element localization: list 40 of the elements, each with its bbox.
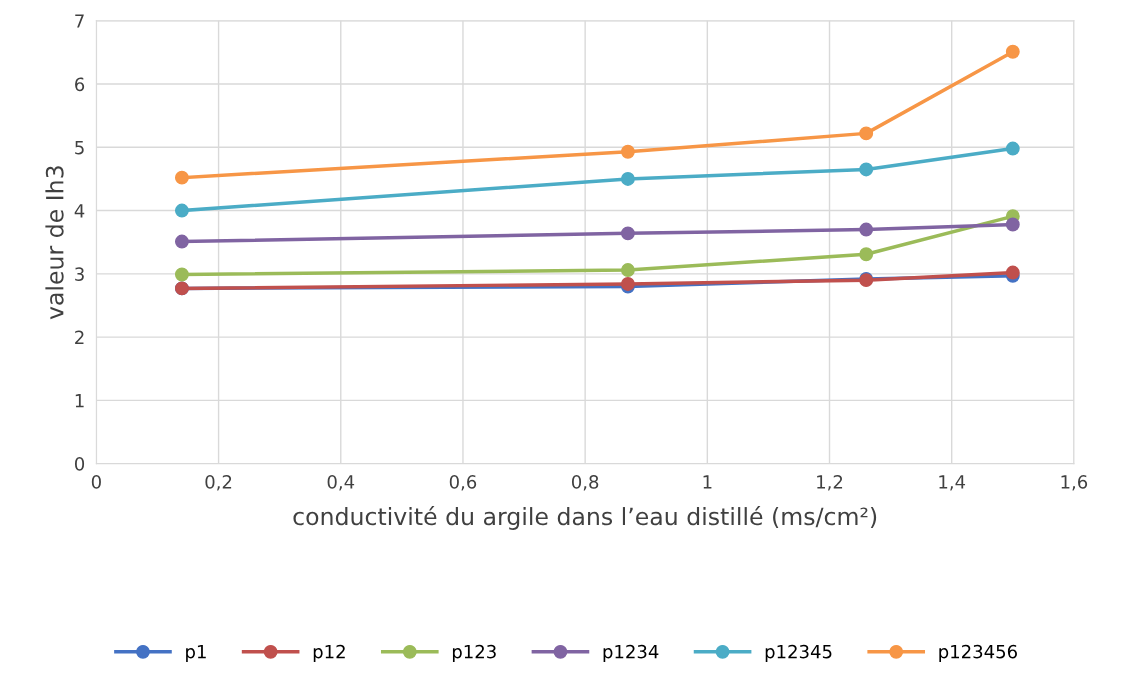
point: [174, 170, 189, 185]
y-tick-label: 5: [75, 140, 84, 155]
x-axis-title: conductivité du argile dans l’eau distillé (ms/cm²): [293, 506, 877, 530]
y-tick-label: 4: [74, 204, 85, 218]
x-tick-label: 1,4: [939, 475, 966, 491]
point: [620, 144, 635, 159]
x-tick-label: 1,2: [817, 475, 843, 491]
y-tick-label: 6: [75, 77, 85, 92]
point: [620, 226, 635, 241]
point: [1005, 44, 1020, 59]
legend-label: p1234: [603, 644, 659, 662]
point: [859, 162, 874, 177]
legend-label: p123: [452, 644, 496, 662]
point: [174, 203, 189, 218]
point: [859, 126, 874, 141]
x-tick-label: 0,8: [571, 475, 599, 491]
x-tick-label: 0,6: [449, 475, 477, 491]
point: [859, 247, 874, 262]
legend-label: p12345: [765, 644, 832, 662]
point: [620, 263, 635, 277]
y-tick-label: 0: [74, 457, 85, 471]
legend-label: p1: [186, 644, 206, 662]
point: [859, 222, 874, 237]
point: [174, 267, 189, 282]
x-tick-label: 1: [703, 475, 712, 489]
y-axis-title: valeur de Ih3: [45, 166, 64, 320]
legend-label: p12: [313, 644, 345, 662]
point: [1005, 217, 1020, 232]
y-tick-label: 3: [75, 267, 84, 281]
y-tick-label: 7: [75, 14, 84, 28]
y-tick-label: 1: [75, 394, 84, 408]
point: [174, 234, 189, 249]
x-tick-label: 0: [91, 475, 101, 489]
y-tick-label: 2: [75, 330, 84, 344]
x-tick-label: 0,4: [327, 475, 355, 491]
x-tick-label: 0,2: [205, 475, 232, 491]
point: [1005, 141, 1020, 156]
legend-label: p123456: [939, 644, 1017, 662]
x-tick-label: 1,6: [1061, 475, 1088, 491]
point: [620, 171, 635, 186]
